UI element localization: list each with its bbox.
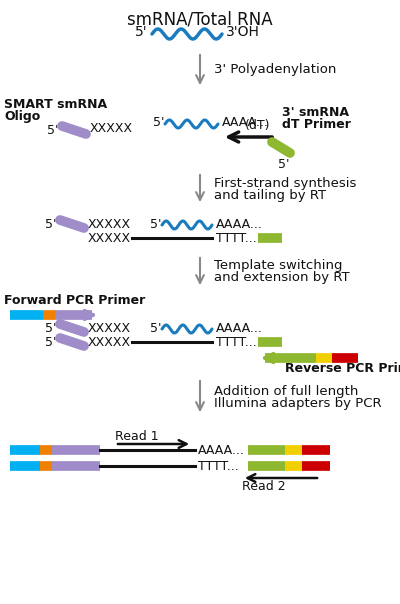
Text: 5': 5' [150,217,162,231]
Text: (dT): (dT) [245,119,271,132]
Text: and extension by RT: and extension by RT [214,272,350,284]
Text: 3' Polyadenylation: 3' Polyadenylation [214,63,336,77]
Text: 5': 5' [46,123,58,137]
Text: TTTT...: TTTT... [216,335,257,349]
Text: Illumina adapters by PCR: Illumina adapters by PCR [214,397,382,411]
Text: Template switching: Template switching [214,260,342,272]
Text: TTTT...: TTTT... [216,231,257,245]
Text: 3' smRNA: 3' smRNA [282,106,349,118]
Text: AAAA...: AAAA... [216,321,263,335]
Text: XXXXX: XXXXX [88,231,131,245]
Text: 5': 5' [278,158,290,171]
Text: XXXXX: XXXXX [88,335,131,349]
Text: 5': 5' [153,115,164,129]
Text: 5': 5' [135,25,148,39]
Text: 5': 5' [44,335,56,349]
Text: XXXXX: XXXXX [88,217,131,231]
Text: XXXXX: XXXXX [90,123,133,135]
Text: and tailing by RT: and tailing by RT [214,190,326,202]
Text: SMART smRNA: SMART smRNA [4,98,107,111]
Text: Forward PCR Primer: Forward PCR Primer [4,294,145,306]
Text: 5': 5' [44,321,56,335]
Text: Reverse PCR Primer: Reverse PCR Primer [285,362,400,374]
Text: TTTT...: TTTT... [198,460,239,472]
Text: AAAA...: AAAA... [198,443,245,457]
Text: AAAA...: AAAA... [216,217,263,231]
Text: AAAA...: AAAA... [222,115,269,129]
Text: dT Primer: dT Primer [282,118,351,130]
Text: Read 2: Read 2 [242,480,286,492]
Text: 5': 5' [150,321,162,335]
Text: Oligo: Oligo [4,110,40,123]
Text: 5': 5' [44,217,56,231]
Text: 3'OH: 3'OH [226,25,260,39]
Text: Read 1: Read 1 [115,429,159,443]
Text: smRNA/Total RNA: smRNA/Total RNA [127,10,273,28]
Text: XXXXX: XXXXX [88,321,131,335]
Text: First-strand synthesis: First-strand synthesis [214,178,356,190]
Text: Addition of full length: Addition of full length [214,385,358,399]
